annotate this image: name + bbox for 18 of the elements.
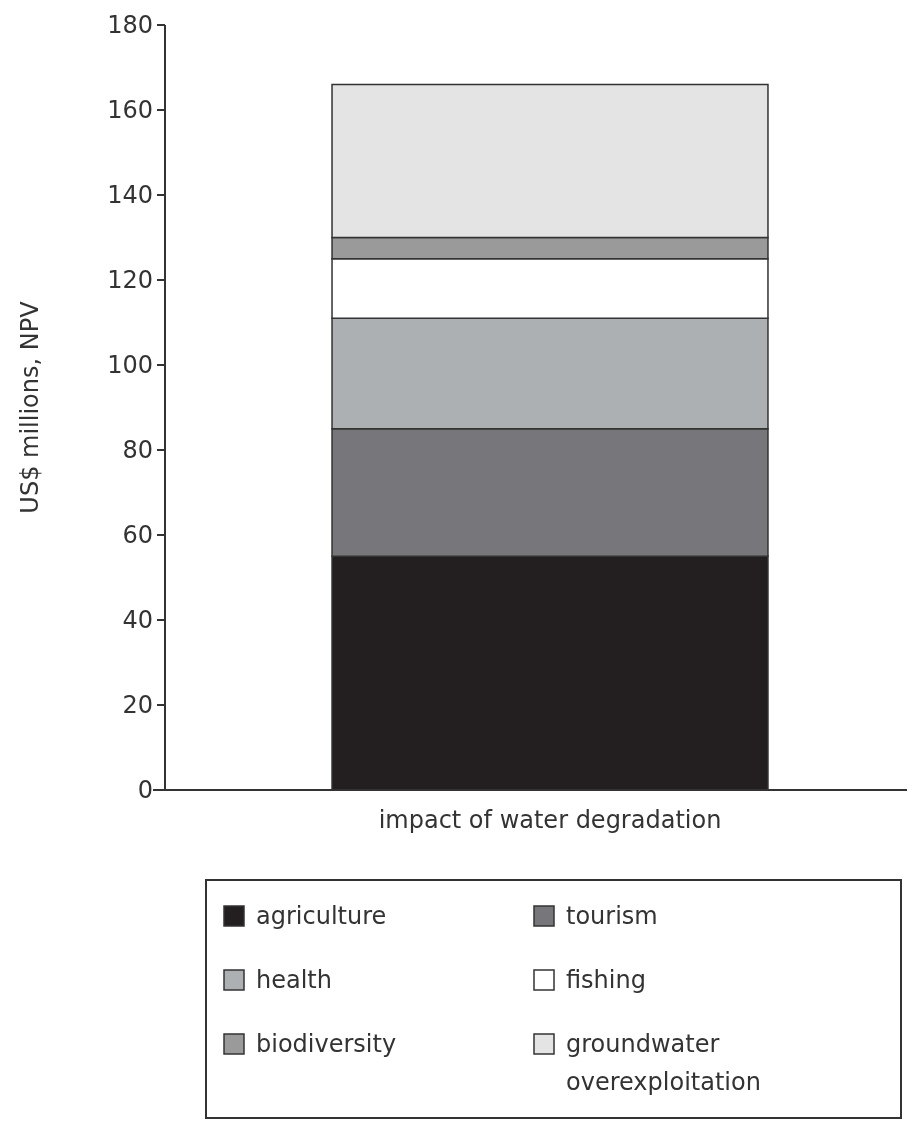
y-tick-label: 80 <box>122 436 153 465</box>
legend-label: tourism <box>566 902 658 930</box>
y-tick-label: 20 <box>122 691 153 720</box>
legend-label: fishing <box>566 966 646 994</box>
y-tick-label: 120 <box>107 266 153 295</box>
y-tick-label: 40 <box>122 606 153 635</box>
x-tick-label: impact of water degradation <box>378 806 722 834</box>
y-tick-label: 180 <box>107 11 153 40</box>
legend-label: health <box>256 966 332 994</box>
y-tick-label: 100 <box>107 351 153 380</box>
y-tick-label: 140 <box>107 181 153 210</box>
y-tick-label: 0 <box>137 776 153 805</box>
y-axis-title: US$ millions, NPV <box>16 300 45 514</box>
legend-label: groundwater overexploitation <box>566 1030 761 1096</box>
legend-label: agriculture <box>256 902 387 930</box>
y-tick-label: 60 <box>122 521 153 550</box>
y-tick-label: 160 <box>107 96 153 125</box>
legend-label: biodiversity <box>256 1030 397 1058</box>
